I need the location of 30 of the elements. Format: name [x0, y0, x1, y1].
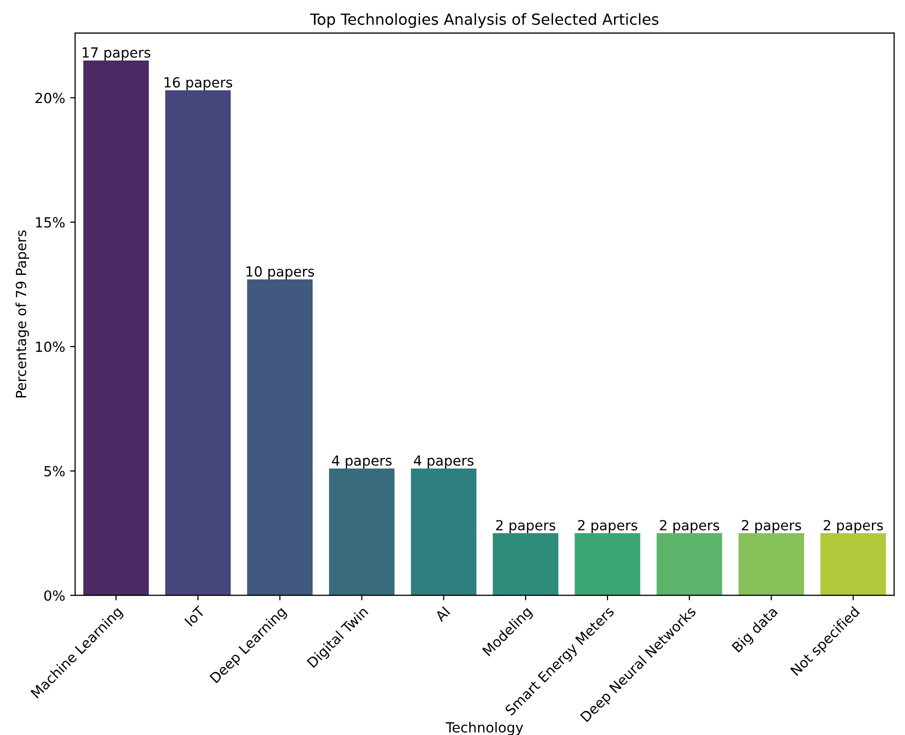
annotation: 4 papers [414, 455, 474, 468]
annotation: 2 papers [496, 520, 556, 534]
bar [820, 533, 886, 596]
annotation: 2 papers [824, 520, 883, 534]
y-tick-label: 0% [44, 590, 65, 601]
y-tick-label: 15% [36, 217, 65, 228]
annotation: 10 papers [246, 266, 314, 280]
annotation: 16 papers [164, 77, 232, 90]
chart-title: Top Technologies Analysis of Selected Articles [310, 13, 658, 28]
annotation: 2 papers [660, 520, 720, 534]
bar [410, 468, 476, 596]
bar [329, 468, 395, 596]
annotation: 17 papers [82, 47, 150, 60]
bar [574, 533, 640, 596]
bar [247, 279, 313, 596]
y-tick-label: 5% [44, 466, 65, 476]
bar [492, 533, 558, 596]
x-tick-label: AI [434, 606, 450, 622]
y-axis-title: Percentage of 79 Papers [16, 230, 29, 398]
y-tick-label: 10% [36, 342, 65, 352]
x-axis-title: Technology [446, 722, 524, 735]
annotation: 2 papers [742, 520, 802, 534]
annotation: 4 papers [332, 455, 392, 468]
annotation: 2 papers [578, 520, 638, 534]
bar [738, 533, 804, 596]
bar [656, 533, 722, 596]
bar [165, 90, 231, 596]
bar [83, 60, 149, 596]
y-tick-label: 20% [36, 92, 65, 104]
x-tick-label: IoT [184, 605, 206, 627]
